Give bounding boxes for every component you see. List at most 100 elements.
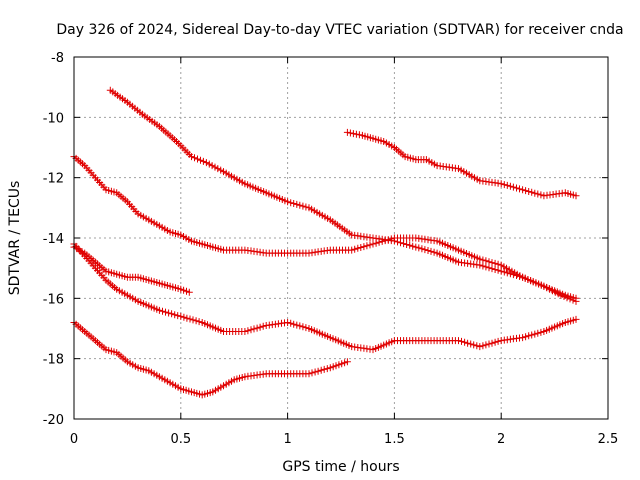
data-point xyxy=(497,180,505,188)
data-point xyxy=(241,328,249,335)
data-point xyxy=(296,322,304,330)
data-point xyxy=(351,245,359,253)
data-point xyxy=(308,249,316,257)
data-point xyxy=(387,235,395,243)
data-point xyxy=(513,184,520,192)
data-point xyxy=(159,307,166,315)
data-point xyxy=(476,261,484,269)
data-point xyxy=(485,258,493,266)
data-point xyxy=(284,198,292,206)
y-axis-label: SDTVAR / TECUs xyxy=(7,181,23,296)
data-point xyxy=(421,246,429,254)
data-point xyxy=(197,156,204,164)
data-point xyxy=(531,189,539,197)
data-point xyxy=(326,364,334,372)
data-point xyxy=(519,186,527,194)
data-point xyxy=(290,200,298,207)
data-point xyxy=(317,366,325,374)
y-tick-label: -20 xyxy=(43,413,64,428)
data-point xyxy=(406,241,414,249)
data-point xyxy=(305,370,313,378)
data-point xyxy=(199,157,207,165)
data-point xyxy=(500,181,508,189)
data-point xyxy=(525,332,533,340)
data-point xyxy=(314,367,322,375)
data-point xyxy=(427,247,435,255)
data-point xyxy=(488,259,496,267)
data-point xyxy=(346,129,354,137)
data-point xyxy=(412,243,420,251)
data-point xyxy=(488,339,496,347)
series-track-6 xyxy=(343,128,580,200)
data-point xyxy=(372,239,380,247)
data-point xyxy=(482,341,490,349)
data-point xyxy=(195,318,203,326)
data-point xyxy=(378,237,386,245)
data-point xyxy=(188,153,195,161)
y-tick-label: -16 xyxy=(43,292,64,307)
data-point xyxy=(308,369,316,377)
data-point xyxy=(348,246,356,254)
data-point xyxy=(572,294,580,302)
y-tick-label: -12 xyxy=(43,172,64,187)
data-point xyxy=(403,241,411,248)
plot-frame xyxy=(73,56,609,420)
data-point xyxy=(189,316,197,324)
data-point xyxy=(488,265,496,273)
series-track-3 xyxy=(70,243,193,296)
data-point xyxy=(375,238,383,246)
data-point xyxy=(194,155,201,163)
x-tick-label: 0 xyxy=(70,432,78,447)
data-point xyxy=(186,315,194,323)
data-point xyxy=(214,165,222,173)
data-point xyxy=(284,319,292,326)
data-point xyxy=(287,319,295,327)
data-point xyxy=(485,340,493,348)
x-tick-label: 2.5 xyxy=(598,432,619,447)
data-point xyxy=(519,334,527,342)
series-line xyxy=(73,246,190,293)
data-point xyxy=(202,159,210,167)
data-point xyxy=(302,324,310,332)
data-point xyxy=(528,188,536,196)
data-point xyxy=(355,131,363,139)
y-tick-label: -8 xyxy=(51,51,64,66)
data-point xyxy=(491,338,499,346)
data-point xyxy=(180,286,188,294)
data-point xyxy=(338,360,346,368)
data-point xyxy=(522,187,530,195)
data-point xyxy=(259,322,267,330)
x-axis-label: GPS time / hours xyxy=(282,459,399,475)
data-point xyxy=(503,181,511,189)
data-point xyxy=(537,191,545,199)
data-point xyxy=(430,248,438,256)
series-track-1 xyxy=(106,86,580,305)
data-point xyxy=(366,241,374,249)
series-track-4 xyxy=(70,240,580,354)
data-point xyxy=(479,256,487,264)
data-point xyxy=(290,320,298,328)
data-point xyxy=(253,324,261,332)
data-point xyxy=(476,343,484,351)
data-point xyxy=(455,337,462,345)
data-point xyxy=(409,242,417,250)
data-point xyxy=(509,183,517,191)
data-point xyxy=(171,311,179,319)
data-point xyxy=(256,323,264,331)
data-point xyxy=(479,262,487,270)
y-tick-label: -18 xyxy=(43,353,64,368)
data-point xyxy=(354,244,362,252)
data-point xyxy=(528,331,536,339)
data-point xyxy=(572,192,580,200)
x-tick-label: 1 xyxy=(283,432,291,447)
data-point xyxy=(494,337,502,345)
data-point xyxy=(323,365,331,373)
data-layer xyxy=(70,86,580,399)
data-point xyxy=(531,330,539,338)
y-tick-label: -14 xyxy=(43,232,64,247)
data-point xyxy=(494,260,502,268)
data-point xyxy=(534,190,542,198)
data-point xyxy=(497,267,505,275)
data-point xyxy=(494,266,502,274)
data-point xyxy=(506,182,514,190)
